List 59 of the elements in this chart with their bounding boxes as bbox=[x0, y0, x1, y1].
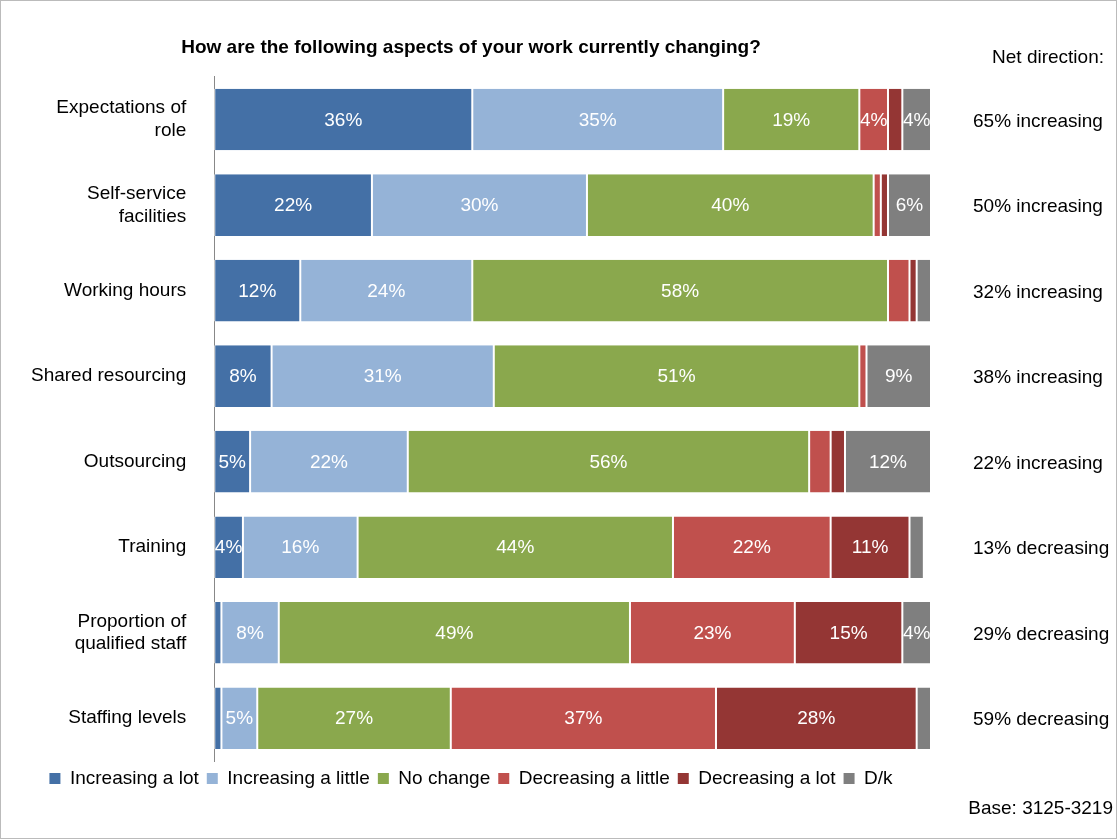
y-tick-label: Outsourcing bbox=[83, 449, 187, 471]
y-tick-label: Shared resourcing bbox=[30, 364, 187, 386]
text: 38% increasing bbox=[973, 366, 1103, 388]
data-label: 16% bbox=[281, 536, 320, 558]
legend-label: Decreasing a little bbox=[518, 766, 670, 788]
data-label: 5% bbox=[225, 707, 254, 729]
data-label: 44% bbox=[496, 536, 535, 558]
legend-label: D/k bbox=[864, 766, 894, 788]
data-label: 8% bbox=[236, 621, 264, 643]
text: 50% increasing bbox=[973, 195, 1103, 217]
chart-title: How are the following aspects of your work currently changing? bbox=[181, 35, 761, 57]
data-label: 22% bbox=[309, 450, 349, 472]
legend-label: Increasing a lot bbox=[69, 766, 200, 788]
legend-label: Increasing a little bbox=[227, 766, 370, 788]
data-label: 4% bbox=[902, 108, 931, 130]
data-label: 6% bbox=[895, 194, 924, 216]
data-label: 8% bbox=[229, 365, 257, 387]
data-label: 4% bbox=[214, 536, 243, 558]
data-label: 11% bbox=[851, 536, 889, 558]
data-label: 40% bbox=[711, 194, 750, 216]
y-tick-label: Staffing levels bbox=[68, 706, 187, 728]
data-label: 31% bbox=[363, 365, 402, 387]
data-label: 35% bbox=[578, 108, 617, 130]
data-label: 58% bbox=[661, 279, 700, 301]
text: Base: 3125-3219 bbox=[968, 797, 1113, 819]
data-label: 12% bbox=[238, 279, 277, 301]
data-label: 4% bbox=[859, 108, 888, 130]
data-label: 19% bbox=[772, 108, 811, 130]
data-label: 49% bbox=[435, 621, 474, 643]
y-tick-label: Self-service facilities bbox=[87, 181, 187, 226]
data-label: 28% bbox=[797, 707, 836, 729]
text: 29% decreasing bbox=[973, 622, 1110, 644]
y-tick-label: Working hours bbox=[64, 278, 187, 300]
y-tick-label: Expectations of role bbox=[56, 96, 187, 141]
text: 22% increasing bbox=[973, 451, 1103, 473]
data-label: 51% bbox=[657, 365, 696, 387]
data-label: 12% bbox=[868, 450, 908, 472]
legend-label: Decreasing a lot bbox=[698, 766, 837, 788]
data-label: 56% bbox=[589, 450, 628, 472]
data-label: 4% bbox=[902, 621, 931, 643]
data-label: 22% bbox=[274, 194, 313, 216]
text: 59% decreasing bbox=[973, 708, 1110, 730]
data-label: 24% bbox=[367, 279, 406, 301]
data-label: 15% bbox=[829, 621, 868, 643]
text: 13% decreasing bbox=[973, 537, 1110, 559]
data-label: 27% bbox=[335, 707, 374, 729]
y-tick-label: Training bbox=[118, 535, 187, 557]
text: 65% increasing bbox=[973, 109, 1103, 131]
y-tick-label: Proportion of qualified staff bbox=[74, 609, 187, 654]
data-label: 22% bbox=[732, 536, 771, 558]
text: 32% increasing bbox=[973, 280, 1103, 302]
data-label: 37% bbox=[564, 707, 603, 729]
data-label: 30% bbox=[460, 194, 499, 216]
data-label: 23% bbox=[693, 621, 732, 643]
data-label: 36% bbox=[324, 108, 363, 130]
data-label: 9% bbox=[885, 365, 913, 387]
text: Net direction: bbox=[992, 46, 1104, 68]
legend-label: No change bbox=[398, 766, 491, 788]
data-label: 5% bbox=[218, 450, 247, 472]
